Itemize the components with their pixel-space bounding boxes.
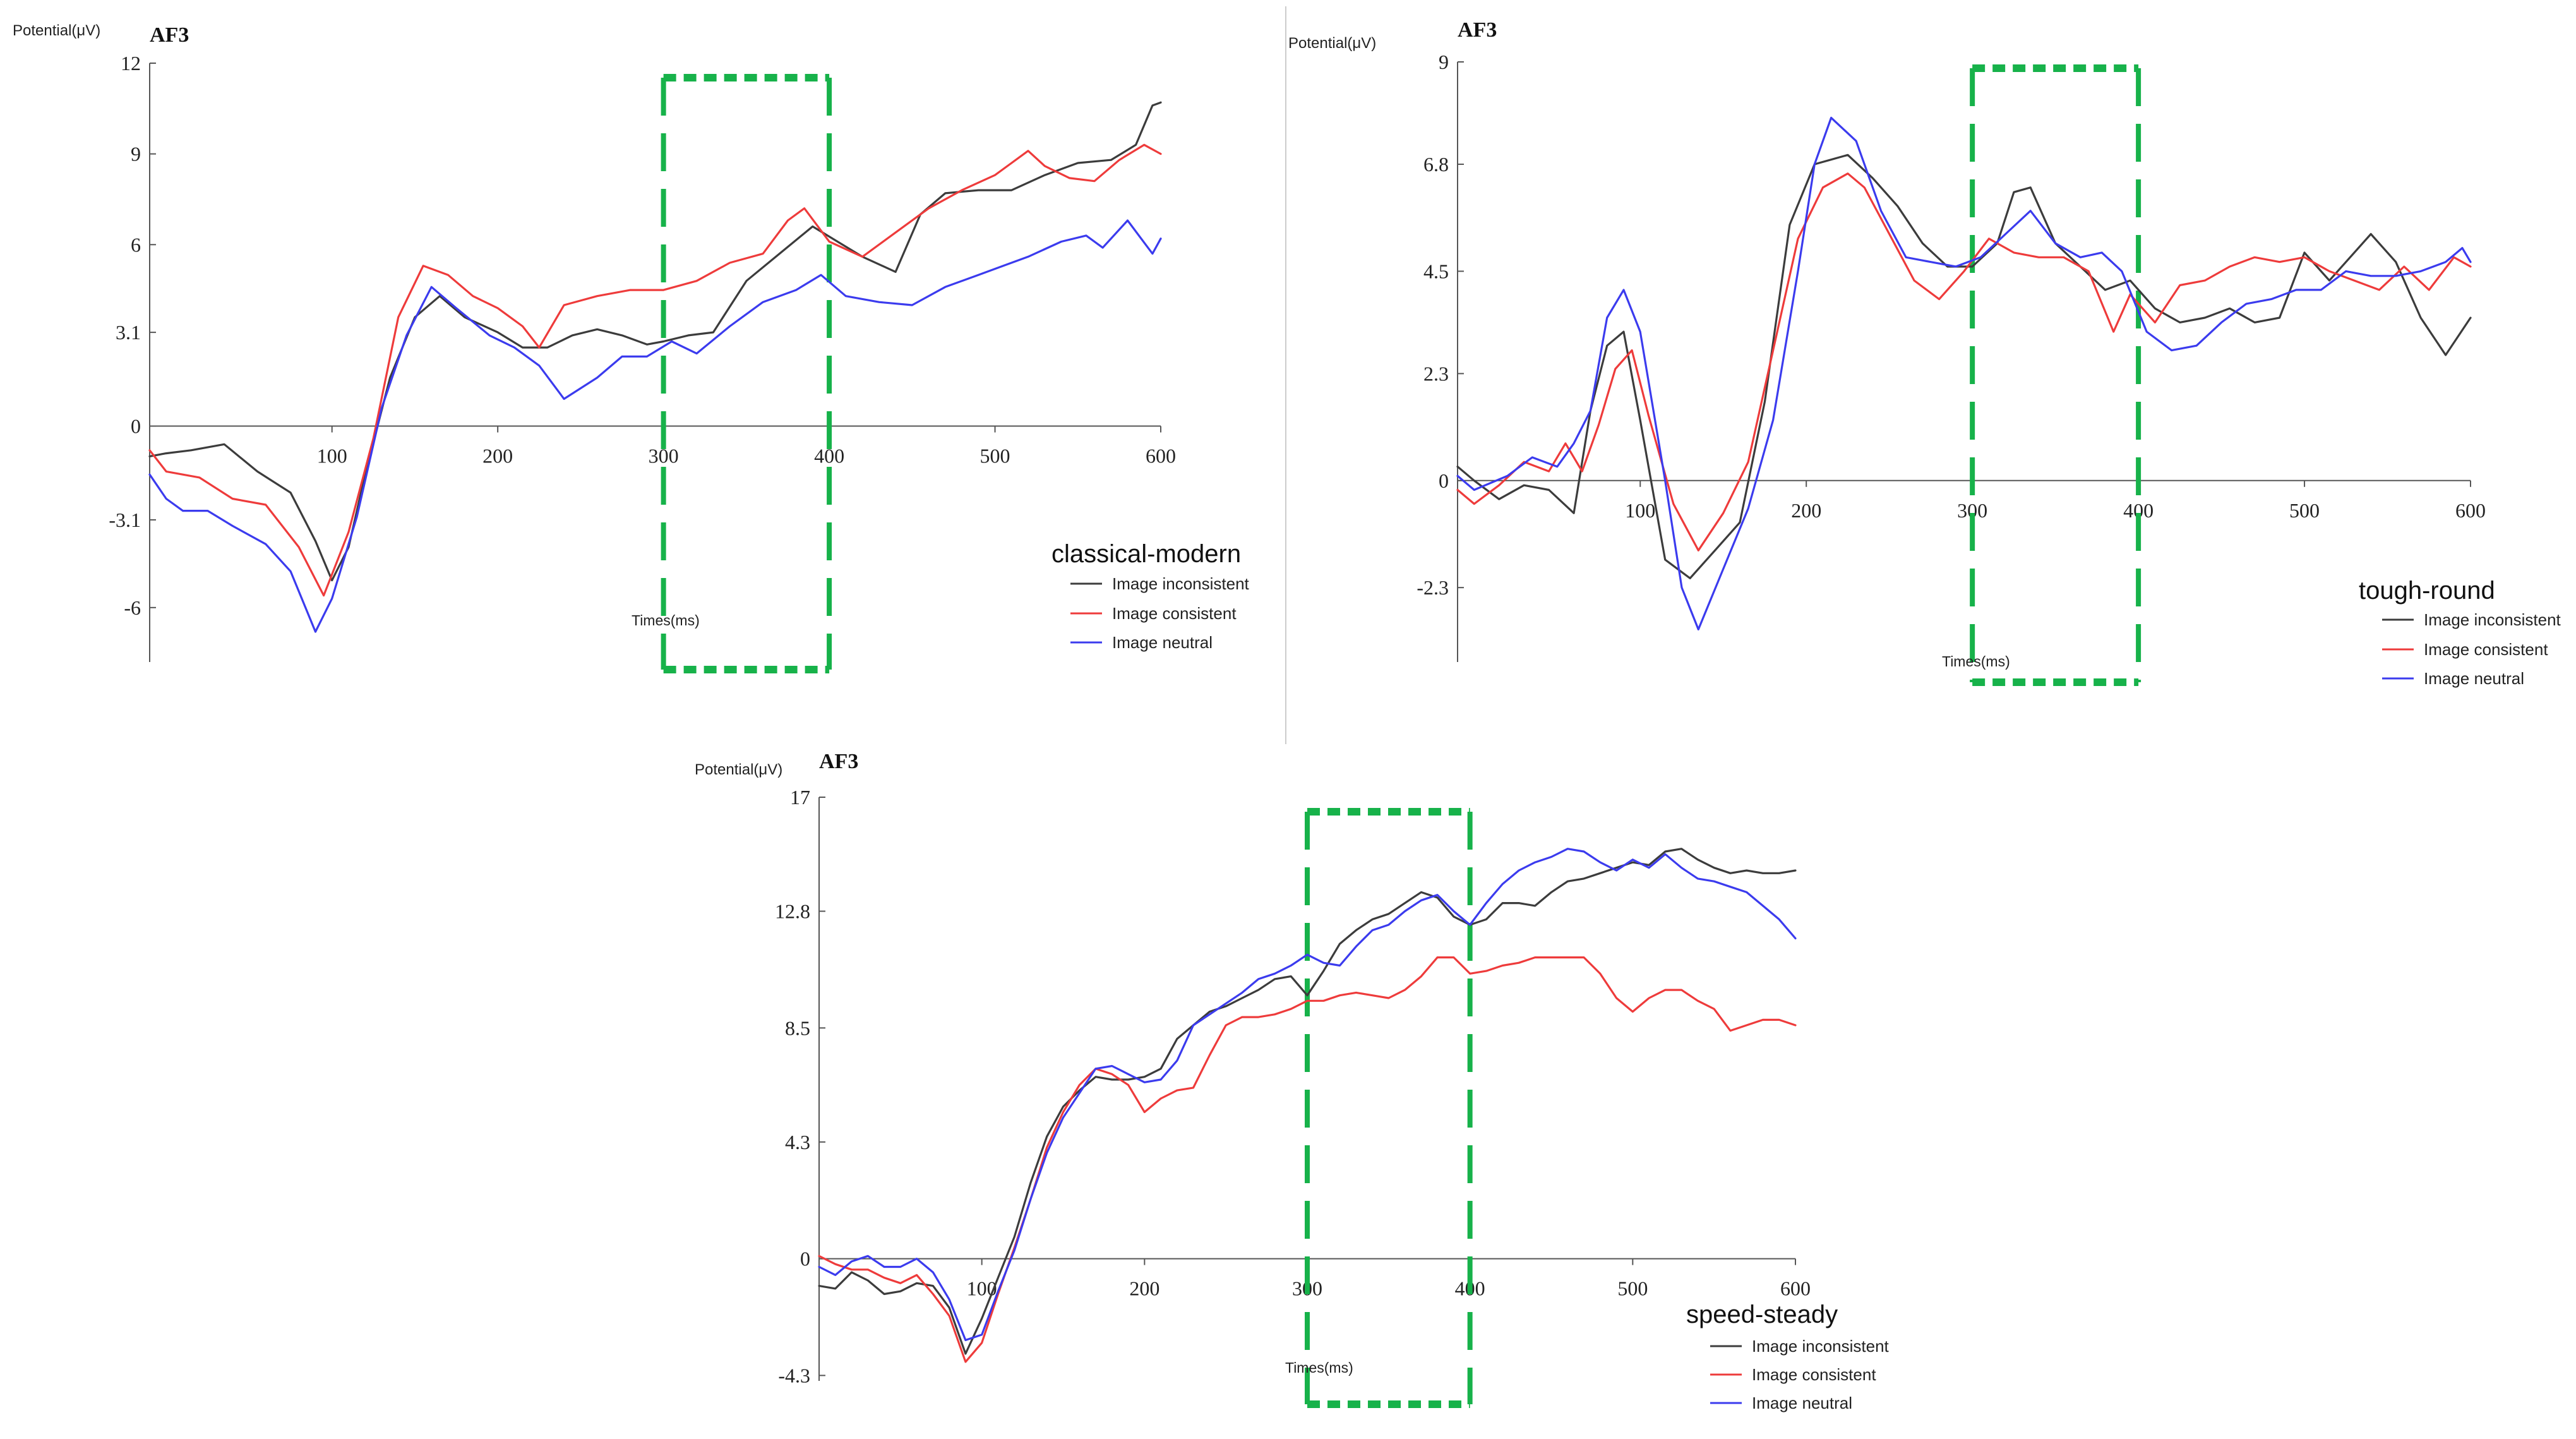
- highlight-window-box: [661, 74, 832, 673]
- x-axis-label: Times(ms): [632, 612, 700, 629]
- legend-title: speed-steady: [1686, 1301, 1838, 1328]
- x-tick-label: 100: [317, 445, 347, 467]
- legend-entry: Image inconsistent: [1752, 1337, 1890, 1356]
- legend-entry: Image neutral: [2424, 669, 2524, 688]
- series-line-image-inconsistent: [818, 848, 1797, 1355]
- series-line-image-consistent: [148, 143, 1162, 597]
- y-axis-label: Potential(μV): [13, 22, 100, 39]
- x-tick-label: 100: [967, 1277, 997, 1300]
- x-axis-label: Times(ms): [1285, 1359, 1353, 1376]
- y-tick-label: -2.3: [1417, 576, 1449, 599]
- y-tick-label: 12.8: [775, 900, 810, 923]
- y-tick-label: 9: [1439, 51, 1449, 73]
- series-line-image-consistent: [818, 956, 1797, 1363]
- legend-entry: Image consistent: [1112, 604, 1237, 623]
- highlight-window-box: [1305, 808, 1473, 1408]
- legend: tough-round Image inconsistent Image consi…: [2359, 577, 2561, 688]
- x-tick-label: 200: [1129, 1277, 1159, 1300]
- series-line-image-inconsistent: [1456, 154, 2472, 580]
- chart-panel-speed-steady: 1712.88.54.30-4.3100200300400500600Poten…: [695, 750, 1890, 1412]
- y-axis-label: Potential(μV): [695, 761, 782, 778]
- y-axis-label: Potential(μV): [1288, 35, 1376, 52]
- y-tick-label: 6: [131, 233, 141, 256]
- legend-entry: Image inconsistent: [2424, 610, 2561, 629]
- x-tick-label: 500: [980, 445, 1010, 467]
- y-tick-label: 6.8: [1423, 153, 1449, 176]
- y-tick-label: 3.1: [116, 321, 141, 344]
- y-tick-label: -3.1: [109, 509, 141, 531]
- y-tick-label: 0: [800, 1248, 810, 1270]
- y-tick-label: 0: [1439, 469, 1449, 492]
- y-tick-label: 2.3: [1423, 362, 1449, 385]
- series-line-image-neutral: [148, 219, 1162, 633]
- x-tick-label: 100: [1625, 499, 1655, 522]
- y-tick-label: 4.5: [1423, 260, 1449, 282]
- legend-title: tough-round: [2359, 577, 2495, 605]
- y-tick-label: -4.3: [778, 1364, 810, 1387]
- x-tick-label: 600: [1780, 1277, 1811, 1300]
- legend-entry: Image consistent: [2424, 640, 2548, 659]
- y-tick-label: 4.3: [785, 1131, 810, 1153]
- legend-entry: Image neutral: [1752, 1394, 1852, 1412]
- x-tick-label: 200: [1791, 499, 1821, 522]
- electrode-label: AF3: [819, 750, 858, 773]
- series-line-image-consistent: [1456, 172, 2472, 551]
- series-line-image-inconsistent: [148, 101, 1162, 582]
- y-tick-label: 9: [131, 143, 141, 166]
- x-tick-label: 500: [1617, 1277, 1648, 1300]
- x-tick-label: 600: [1146, 445, 1176, 467]
- x-axis-label: Times(ms): [1942, 653, 2010, 670]
- series-line-image-neutral: [818, 848, 1797, 1342]
- y-tick-label: 8.5: [785, 1016, 810, 1039]
- y-tick-label: 17: [790, 786, 810, 809]
- electrode-label: AF3: [150, 23, 189, 47]
- y-tick-label: 12: [121, 52, 141, 75]
- legend-entry: Image inconsistent: [1112, 574, 1250, 593]
- electrode-label: AF3: [1458, 18, 1497, 42]
- x-tick-label: 500: [2289, 499, 2320, 522]
- x-tick-label: 200: [482, 445, 513, 467]
- legend-entry: Image consistent: [1752, 1365, 1876, 1384]
- y-tick-label: 0: [131, 415, 141, 438]
- legend-entry: Image neutral: [1112, 633, 1213, 652]
- series-line-image-neutral: [1456, 116, 2472, 631]
- legend-title: classical-modern: [1051, 540, 1241, 568]
- legend: speed-steady Image inconsistent Image cons…: [1686, 1301, 1890, 1412]
- x-tick-label: 600: [2455, 499, 2486, 522]
- y-tick-label: -6: [124, 596, 141, 619]
- highlight-window-box: [1970, 64, 2142, 686]
- legend: classical-modern Image inconsistent Image …: [1051, 540, 1250, 652]
